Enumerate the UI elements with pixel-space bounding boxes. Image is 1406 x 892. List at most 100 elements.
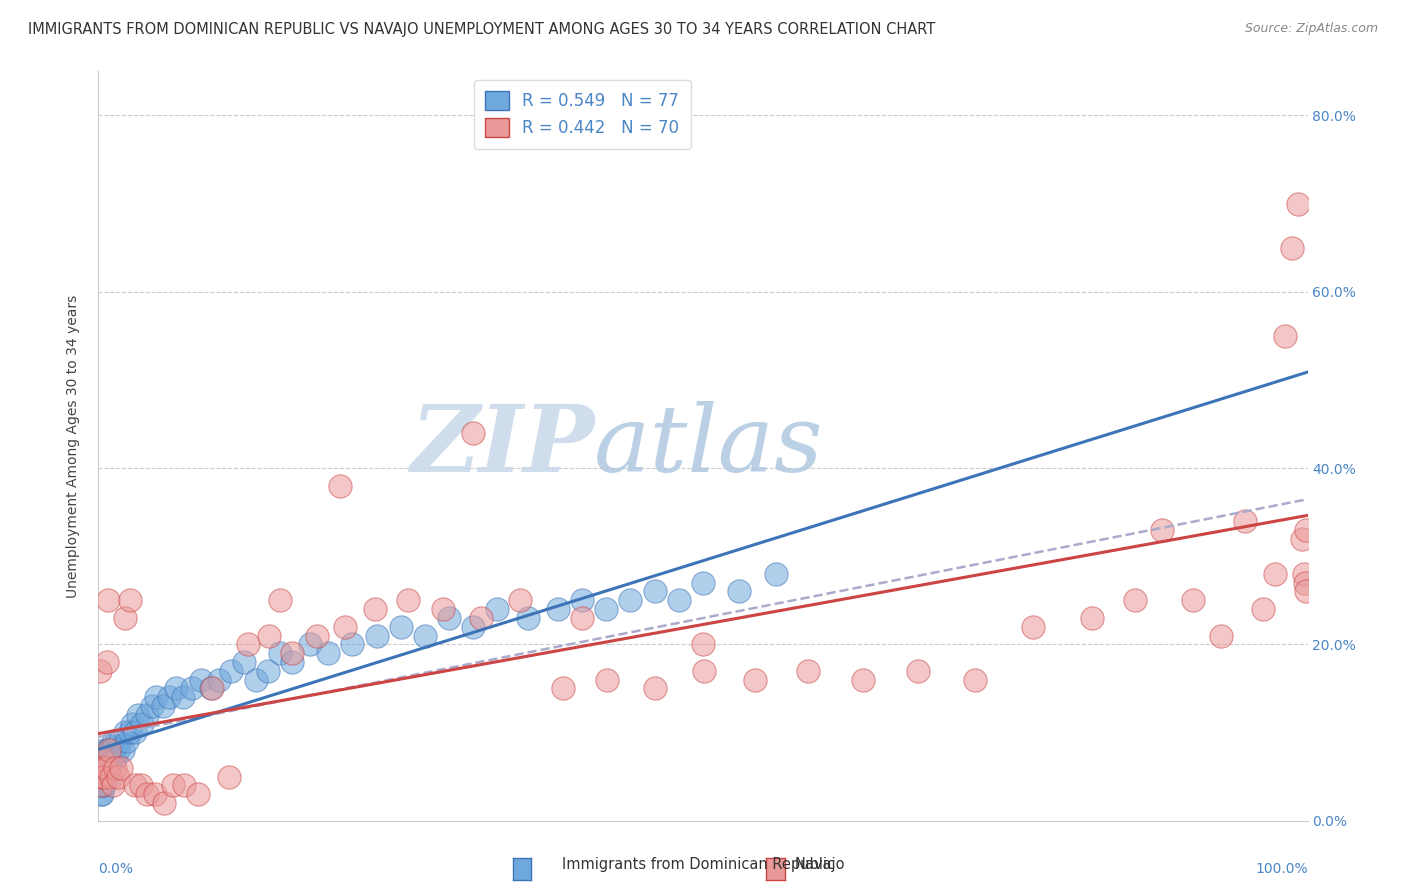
- Point: [269, 646, 291, 660]
- Point: [190, 673, 212, 687]
- Point: [96, 655, 118, 669]
- Point: [180, 681, 202, 696]
- Point: [97, 761, 120, 775]
- Point: [91, 761, 114, 775]
- Point: [94, 752, 117, 766]
- Point: [100, 770, 122, 784]
- Point: [366, 628, 388, 642]
- Point: [100, 752, 122, 766]
- Point: [342, 637, 364, 651]
- Point: [221, 664, 243, 678]
- Point: [329, 478, 352, 492]
- Point: [389, 620, 412, 634]
- Point: [107, 770, 129, 784]
- Point: [571, 611, 593, 625]
- Point: [1233, 514, 1256, 528]
- Point: [108, 734, 131, 748]
- Point: [118, 593, 141, 607]
- Point: [307, 628, 329, 642]
- Point: [94, 770, 117, 784]
- Point: [463, 425, 485, 440]
- Point: [107, 743, 129, 757]
- Point: [97, 752, 120, 766]
- Point: [117, 734, 139, 748]
- Point: [316, 646, 339, 660]
- Point: [1294, 575, 1316, 590]
- Point: [797, 664, 820, 678]
- Point: [121, 716, 143, 731]
- Point: [89, 770, 111, 784]
- Point: [135, 787, 157, 801]
- Point: [187, 787, 209, 801]
- Point: [437, 611, 460, 625]
- Point: [668, 593, 690, 607]
- Point: [141, 699, 163, 714]
- Point: [114, 725, 136, 739]
- Point: [98, 743, 121, 757]
- Point: [1123, 593, 1146, 607]
- Point: [105, 734, 128, 748]
- Point: [93, 743, 115, 757]
- Text: ZIP: ZIP: [411, 401, 595, 491]
- Point: [595, 602, 617, 616]
- Point: [157, 690, 180, 705]
- Point: [965, 673, 987, 687]
- Point: [692, 637, 714, 651]
- Point: [1181, 593, 1204, 607]
- Point: [486, 602, 509, 616]
- Point: [89, 761, 111, 775]
- Point: [1209, 628, 1232, 642]
- Point: [1292, 566, 1315, 581]
- Point: [208, 673, 231, 687]
- Point: [1281, 241, 1303, 255]
- Point: [98, 761, 121, 775]
- Point: [101, 778, 124, 792]
- Point: [100, 743, 122, 757]
- Point: [693, 664, 716, 678]
- Point: [90, 761, 112, 775]
- Point: [93, 778, 115, 792]
- Point: [127, 707, 149, 722]
- Point: [232, 655, 254, 669]
- Point: [94, 761, 117, 775]
- Point: [135, 707, 157, 722]
- Point: [269, 593, 291, 607]
- Point: [118, 725, 141, 739]
- Point: [281, 646, 304, 660]
- Point: [509, 593, 531, 607]
- Point: [619, 593, 641, 607]
- Point: [91, 778, 114, 792]
- Point: [100, 743, 122, 757]
- Point: [1291, 532, 1313, 546]
- Point: [91, 770, 114, 784]
- Point: [413, 628, 436, 642]
- Point: [143, 787, 166, 801]
- Point: [89, 664, 111, 678]
- Point: [96, 752, 118, 766]
- Point: [644, 681, 666, 696]
- Point: [432, 602, 454, 616]
- Point: [172, 690, 194, 705]
- Text: 100.0%: 100.0%: [1256, 862, 1308, 876]
- Point: [94, 761, 117, 775]
- Point: [104, 761, 127, 775]
- Point: [124, 778, 146, 792]
- Point: [1022, 620, 1045, 634]
- Point: [1295, 584, 1317, 599]
- Point: [89, 778, 111, 792]
- Point: [692, 575, 714, 590]
- Point: [97, 593, 120, 607]
- Point: [1295, 523, 1317, 537]
- Point: [131, 716, 153, 731]
- Point: [96, 743, 118, 757]
- Point: [96, 770, 118, 784]
- Text: Navajo: Navajo: [794, 857, 845, 872]
- Point: [907, 664, 929, 678]
- Legend: R = 0.549   N = 77, R = 0.442   N = 70: R = 0.549 N = 77, R = 0.442 N = 70: [474, 79, 690, 149]
- Point: [245, 673, 267, 687]
- Point: [644, 584, 666, 599]
- Point: [1264, 566, 1286, 581]
- Point: [1251, 602, 1274, 616]
- Point: [124, 725, 146, 739]
- Point: [111, 743, 134, 757]
